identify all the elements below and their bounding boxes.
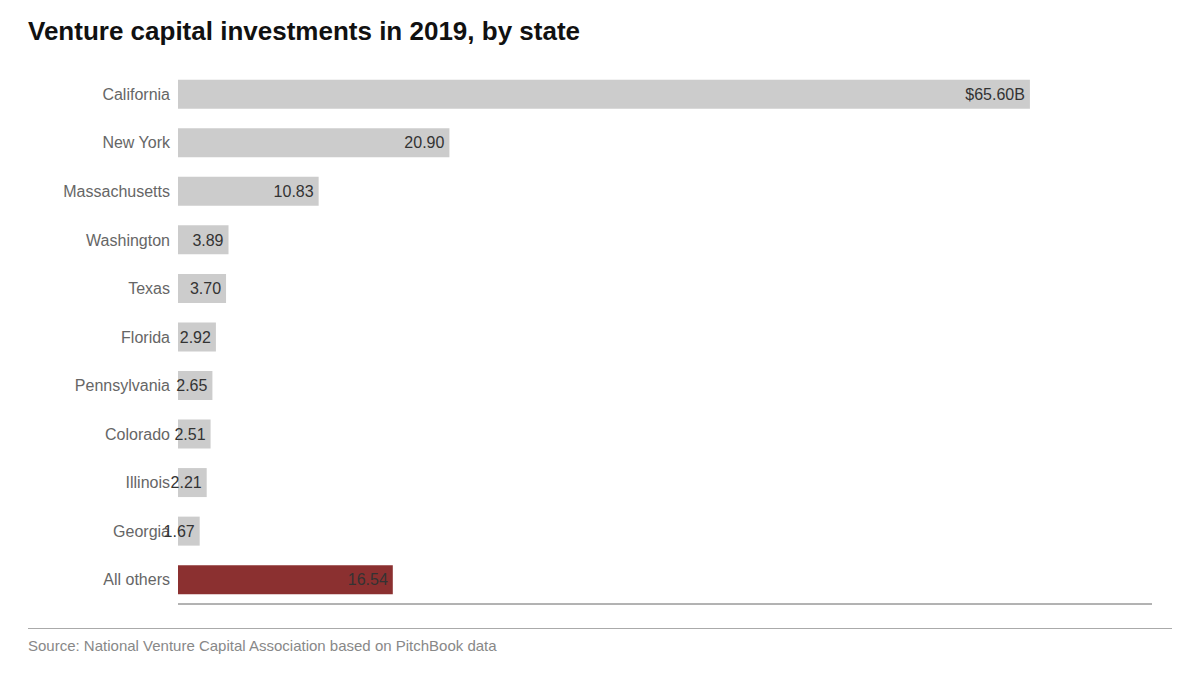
svg-text:Florida: Florida <box>121 329 170 346</box>
svg-text:10.83: 10.83 <box>274 183 314 200</box>
svg-text:Washington: Washington <box>86 232 170 249</box>
svg-text:Georgia: Georgia <box>113 523 170 540</box>
svg-text:New York: New York <box>102 134 171 151</box>
svg-text:16.54: 16.54 <box>348 571 388 588</box>
svg-text:2.65: 2.65 <box>176 377 207 394</box>
svg-text:Pennsylvania: Pennsylvania <box>75 377 170 394</box>
svg-text:$65.60B: $65.60B <box>965 86 1025 103</box>
svg-text:2.21: 2.21 <box>171 474 202 491</box>
svg-text:All others: All others <box>103 571 170 588</box>
svg-text:Colorado: Colorado <box>105 426 170 443</box>
svg-text:3.89: 3.89 <box>192 232 223 249</box>
svg-text:California: California <box>102 86 170 103</box>
svg-text:Texas: Texas <box>128 280 170 297</box>
svg-text:2.51: 2.51 <box>174 426 205 443</box>
html-text:Source: National Venture Capit: Source: National Venture Capital Associa… <box>28 637 497 654</box>
svg-text:Massachusetts: Massachusetts <box>63 183 170 200</box>
svg-text:20.90: 20.90 <box>404 134 444 151</box>
svg-text:3.70: 3.70 <box>190 280 221 297</box>
svg-text:1.67: 1.67 <box>164 523 195 540</box>
html-text:Venture capital investments in: Venture capital investments in 2019, by … <box>28 16 580 46</box>
svg-text:2.92: 2.92 <box>180 329 211 346</box>
svg-text:Illinois: Illinois <box>126 474 170 491</box>
